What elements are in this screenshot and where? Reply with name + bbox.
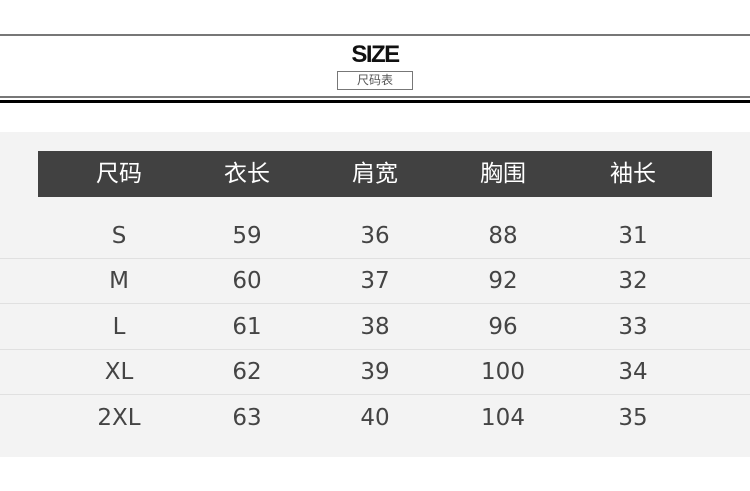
- row-divider: [0, 303, 750, 304]
- table-cell: 92: [488, 268, 518, 294]
- divider-gray: [0, 96, 750, 98]
- table-cell: 2XL: [97, 405, 141, 431]
- table-cell: 61: [232, 314, 262, 340]
- table-cell: L: [112, 314, 126, 340]
- table-cell: XL: [104, 359, 134, 385]
- table-cell: S: [111, 223, 127, 249]
- table-cell: 88: [488, 223, 518, 249]
- table-cell: 62: [232, 359, 262, 385]
- table-cell: 60: [232, 268, 262, 294]
- table-cell: 35: [618, 405, 648, 431]
- table-row: L 61 38 96 33: [0, 305, 750, 350]
- table-row: 2XL 63 40 104 35: [0, 396, 750, 441]
- column-header: 尺码: [96, 161, 142, 187]
- row-divider: [0, 258, 750, 259]
- table-cell: 39: [360, 359, 390, 385]
- table-cell: 104: [481, 405, 525, 431]
- table-cell: 38: [360, 314, 390, 340]
- row-divider: [0, 394, 750, 395]
- column-header: 胸围: [480, 161, 526, 187]
- table-cell: 33: [618, 314, 648, 340]
- top-divider: [0, 34, 750, 36]
- row-divider: [0, 349, 750, 350]
- table-cell: 32: [618, 268, 648, 294]
- table-cell: 96: [488, 314, 518, 340]
- table-cell: 40: [360, 405, 390, 431]
- table-row: XL 62 39 100 34: [0, 350, 750, 395]
- divider-black: [0, 100, 750, 103]
- table-cell: 37: [360, 268, 390, 294]
- page-title: SIZE: [351, 41, 400, 68]
- table-cell: M: [109, 268, 129, 294]
- column-header: 衣长: [224, 161, 270, 187]
- table-row: S 59 36 88 31: [0, 214, 750, 259]
- column-header: 袖长: [610, 161, 656, 187]
- table-cell: 36: [360, 223, 390, 249]
- table-header: 尺码 衣长 肩宽 胸围 袖长: [38, 151, 712, 197]
- table-cell: 63: [232, 405, 262, 431]
- table-cell: 59: [232, 223, 262, 249]
- table-row: M 60 37 92 32: [0, 259, 750, 304]
- table-cell: 31: [618, 223, 648, 249]
- table-cell: 34: [618, 359, 648, 385]
- subtitle-box: 尺码表: [337, 71, 413, 90]
- column-header: 肩宽: [352, 161, 398, 187]
- table-cell: 100: [481, 359, 525, 385]
